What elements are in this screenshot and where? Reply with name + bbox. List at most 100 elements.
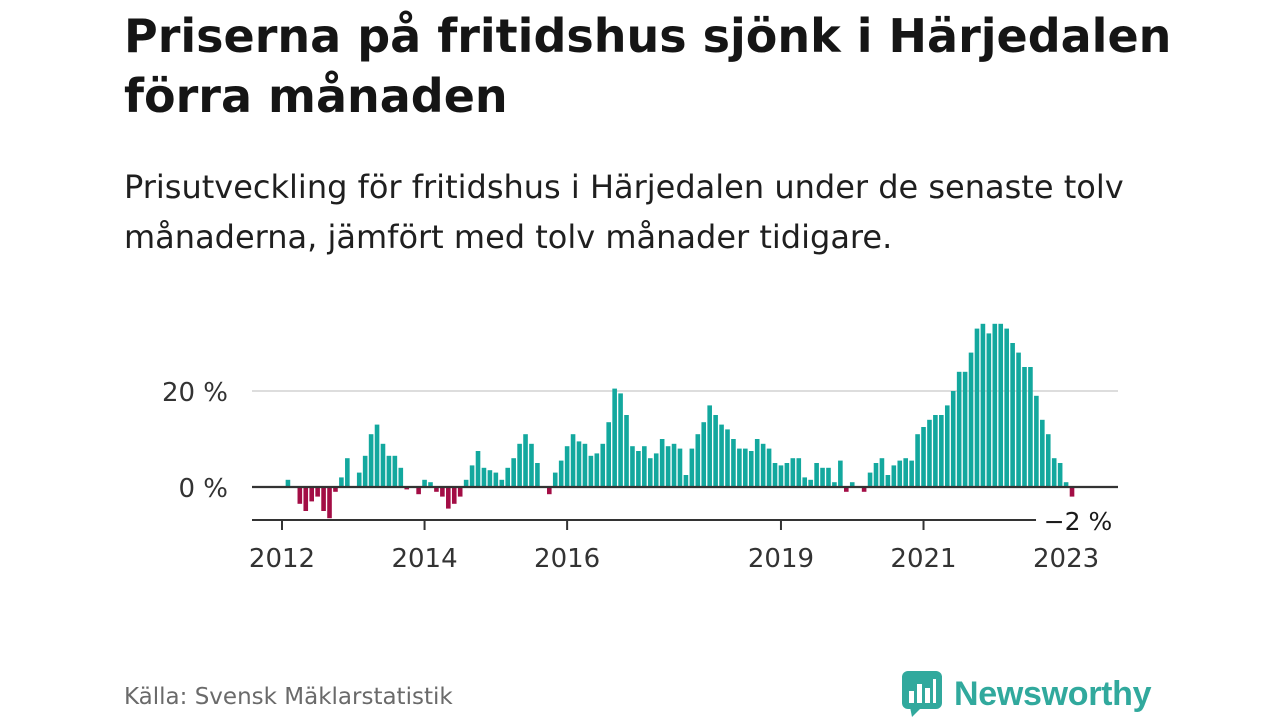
bar <box>499 479 505 487</box>
bar <box>832 482 837 487</box>
bar <box>713 415 718 487</box>
bar <box>368 434 374 487</box>
bar <box>790 458 796 487</box>
bar <box>665 446 671 487</box>
bar <box>356 472 362 487</box>
bar <box>345 458 350 487</box>
bar <box>897 460 903 487</box>
source-note: Källa: Svensk Mäklarstatistik <box>124 684 453 710</box>
bar <box>333 487 338 492</box>
x-tick-label: 2019 <box>748 544 814 574</box>
bar <box>481 467 487 487</box>
bar <box>808 479 813 487</box>
bar <box>588 455 594 487</box>
bar <box>701 422 707 487</box>
bar <box>992 323 998 487</box>
bar <box>446 487 451 509</box>
bar <box>784 463 790 487</box>
bar <box>451 487 457 504</box>
bar <box>695 434 701 487</box>
bar <box>653 453 659 487</box>
bar <box>737 448 742 487</box>
bar <box>748 451 754 487</box>
bar <box>891 465 897 487</box>
bar <box>1034 395 1039 487</box>
y-tick-label: 20 % <box>162 378 228 408</box>
bar <box>315 487 320 497</box>
bar <box>933 415 938 487</box>
bar <box>570 434 576 487</box>
bar <box>624 415 629 487</box>
bar <box>1016 352 1021 487</box>
x-tick-label: 2014 <box>391 544 457 574</box>
bar <box>844 487 849 492</box>
bar <box>986 333 992 487</box>
newsworthy-logo: Newsworthy <box>902 670 1152 718</box>
bar <box>962 371 968 487</box>
bar <box>576 441 582 487</box>
axis-layer <box>252 485 1118 530</box>
chart-title: Priserna på fritidshus sjönk i Härjedale… <box>124 9 1172 123</box>
bar <box>374 424 380 487</box>
bar <box>689 448 695 487</box>
bar <box>564 446 570 487</box>
bar <box>956 371 962 487</box>
bar <box>743 448 748 487</box>
bar <box>766 448 772 487</box>
bar <box>725 429 730 487</box>
bar <box>594 453 600 487</box>
bar <box>921 427 926 487</box>
label-layer: 0 % 20 % 2012 2014 2016 2019 2021 2023 −2 % <box>162 378 1125 574</box>
bar <box>630 446 635 487</box>
bar <box>1051 458 1057 487</box>
bar <box>469 465 475 487</box>
bar <box>719 424 724 487</box>
bar <box>618 393 623 487</box>
bar <box>505 467 511 487</box>
bar <box>321 487 326 511</box>
bar <box>398 467 404 487</box>
bar <box>1045 434 1051 487</box>
bar <box>1057 463 1063 487</box>
bar <box>867 472 873 487</box>
bar <box>885 475 891 487</box>
bar-layer <box>285 323 1075 519</box>
bar <box>303 487 309 511</box>
chart-bubble-icon <box>902 671 942 717</box>
bar <box>642 446 647 487</box>
bar <box>939 415 944 487</box>
bar <box>1004 328 1009 487</box>
bar <box>297 487 303 504</box>
last-value-label: −2 % <box>1044 507 1113 536</box>
bar <box>392 455 398 487</box>
bar <box>760 443 766 487</box>
bar <box>849 482 855 487</box>
bar-chart: 0 % 20 % 2012 2014 2016 2019 2021 2023 −2 % <box>161 323 1125 574</box>
bar <box>772 463 778 487</box>
bar <box>428 482 433 487</box>
bar <box>523 434 528 487</box>
x-tick-label: 2021 <box>890 544 956 574</box>
bar <box>457 487 463 497</box>
last-value-label-bg <box>1036 505 1125 537</box>
bar <box>647 458 653 487</box>
brand-name: Newsworthy <box>954 674 1152 713</box>
bar <box>677 448 683 487</box>
bar <box>285 479 291 487</box>
bar <box>362 455 368 487</box>
bar <box>636 451 641 487</box>
bar <box>915 434 920 487</box>
bar <box>547 487 552 495</box>
bar <box>814 463 819 487</box>
bar <box>511 458 516 487</box>
bar <box>1010 343 1015 487</box>
bar <box>339 477 344 487</box>
bar <box>404 487 410 490</box>
bar <box>558 460 564 487</box>
x-tick-label: 2012 <box>249 544 315 574</box>
bar <box>475 451 481 487</box>
bar <box>440 487 445 497</box>
bar <box>707 405 712 487</box>
bar <box>1069 487 1075 497</box>
x-tick-label: 2023 <box>1033 544 1099 574</box>
